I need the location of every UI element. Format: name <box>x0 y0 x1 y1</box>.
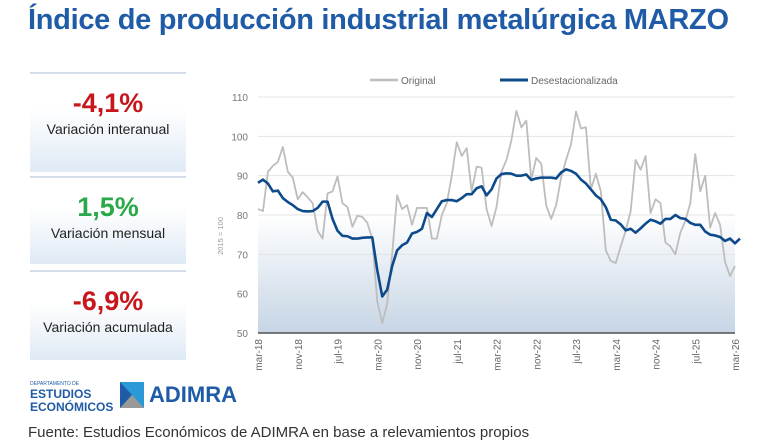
x-tick-label: mar-22 <box>493 339 504 371</box>
x-tick-label: jul-25 <box>691 339 702 365</box>
series-line-desestacionalizada <box>257 168 741 298</box>
x-tick-label: nov-22 <box>532 339 543 370</box>
x-tick-label: nov-24 <box>652 339 663 370</box>
logo-text-2: ECONÓMICOS <box>30 400 114 414</box>
page-title: Índice de producción industrial metalúrg… <box>28 4 729 36</box>
logo-estudios-economicos: DEPARTAMENTO DE ESTUDIOS ECONÓMICOS <box>30 381 113 414</box>
y-tick-label: 110 <box>232 93 248 104</box>
line-chart: 50 60 70 80 90 100 110 mar-18 nov-18 jul-19 mar-20… <box>216 76 742 371</box>
x-tick-label: jul-23 <box>572 339 583 365</box>
y-tick-label: 60 <box>237 290 249 301</box>
x-tick-label: jul-21 <box>453 339 464 365</box>
x-tick-label: mar-20 <box>373 339 384 371</box>
x-tick-label: mar-24 <box>612 339 623 371</box>
x-tick-label: jul-19 <box>334 339 345 365</box>
x-tick-label: nov-20 <box>413 339 424 370</box>
logo-adimra: ADIMRA <box>120 382 237 408</box>
adimra-text: ADIMRA <box>149 382 237 407</box>
y-tick-label: 80 <box>237 211 249 222</box>
x-tick-label: mar-26 <box>731 339 742 371</box>
plot-background <box>258 215 735 333</box>
card-value: 1,5% <box>77 192 139 222</box>
card-value: -4,1% <box>72 88 144 118</box>
card-label: Variación interanual <box>46 121 170 137</box>
legend-desestacionalizada: Desestacionalizada <box>531 76 618 87</box>
card-value: -6,9% <box>72 286 144 316</box>
y-tick-label: 100 <box>231 132 248 143</box>
card-mensual: 1,5% Variación mensual <box>30 176 186 264</box>
y-tick-label: 50 <box>237 329 249 340</box>
y-tick-label: 70 <box>237 250 249 261</box>
card-label: Variación acumulada <box>43 319 173 335</box>
card-acumulada: -6,9% Variación acumulada <box>30 270 186 360</box>
legend-original: Original <box>401 76 435 87</box>
logo-text-1: ESTUDIOS <box>30 387 92 401</box>
source-note: Fuente: Estudios Económicos de ADIMRA en… <box>28 424 530 441</box>
adimra-logo-icon <box>120 382 144 408</box>
y-axis-label: 2015 = 100 <box>216 217 225 255</box>
x-tick-label: mar-18 <box>254 339 265 371</box>
x-tick-label: nov-18 <box>294 339 305 370</box>
card-label: Variación mensual <box>50 225 166 241</box>
logo-text-small: DEPARTAMENTO DE <box>30 381 80 387</box>
card-interanual: -4,1% Variación interanual <box>30 72 186 172</box>
y-tick-label: 90 <box>237 172 249 183</box>
